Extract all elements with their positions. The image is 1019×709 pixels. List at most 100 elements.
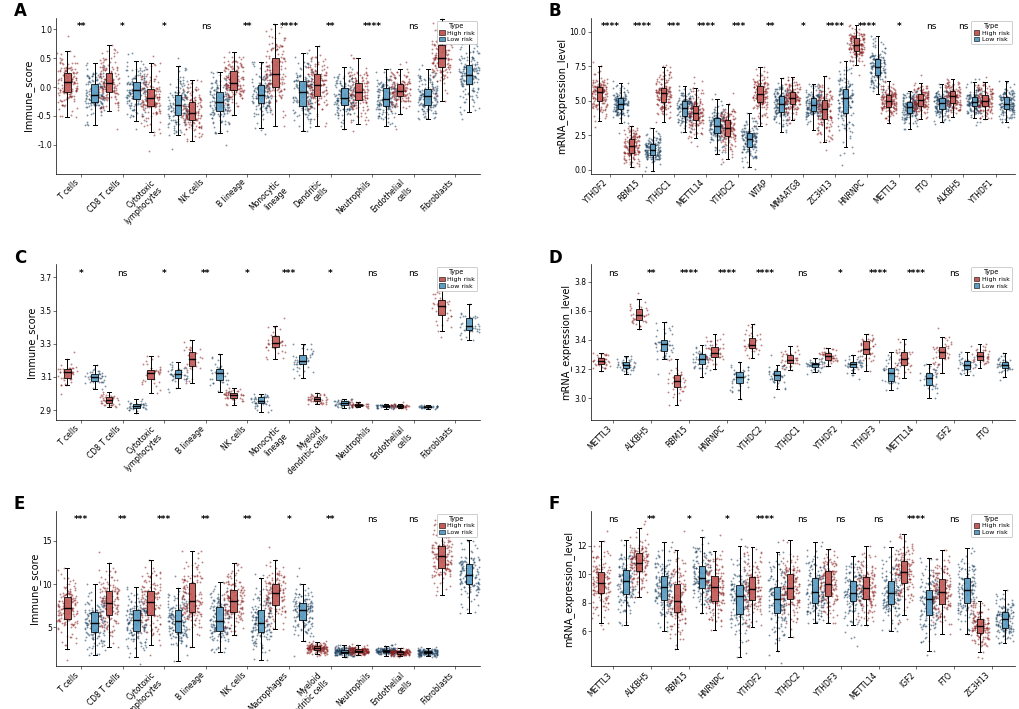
Point bbox=[150, 366, 166, 377]
Point bbox=[413, 84, 429, 96]
Point bbox=[218, 93, 234, 104]
Point bbox=[653, 108, 669, 119]
Text: *: * bbox=[452, 269, 458, 278]
Point bbox=[62, 362, 78, 374]
Point bbox=[55, 573, 71, 584]
Point bbox=[350, 399, 366, 411]
Point bbox=[958, 570, 974, 581]
Point bbox=[786, 347, 802, 358]
Point bbox=[863, 561, 879, 572]
Point bbox=[643, 152, 659, 163]
Point bbox=[812, 592, 828, 603]
Point bbox=[810, 93, 826, 104]
Point bbox=[825, 546, 842, 557]
Point bbox=[223, 566, 239, 577]
Point bbox=[342, 649, 359, 661]
Point bbox=[844, 41, 860, 52]
Point bbox=[441, 305, 458, 316]
Point bbox=[782, 86, 798, 97]
Point bbox=[633, 575, 649, 586]
Point bbox=[395, 84, 412, 95]
Point bbox=[352, 646, 368, 657]
Point bbox=[267, 605, 283, 617]
Point bbox=[383, 649, 399, 661]
Point bbox=[982, 90, 999, 101]
Point bbox=[743, 150, 759, 162]
Point bbox=[376, 641, 392, 652]
Point bbox=[247, 625, 263, 636]
Point bbox=[829, 103, 846, 114]
Point bbox=[856, 570, 872, 581]
Point bbox=[769, 558, 786, 569]
Point bbox=[77, 92, 94, 104]
Text: *: * bbox=[838, 269, 843, 278]
Point bbox=[142, 86, 158, 97]
Point bbox=[89, 81, 105, 92]
Point bbox=[810, 613, 826, 625]
Point bbox=[898, 559, 914, 571]
Point bbox=[741, 125, 757, 137]
Point bbox=[302, 605, 318, 617]
Point bbox=[373, 79, 389, 91]
Point bbox=[313, 644, 329, 655]
Point bbox=[838, 85, 854, 96]
Point bbox=[745, 129, 761, 140]
Point bbox=[81, 629, 97, 640]
Point bbox=[652, 104, 668, 115]
Point bbox=[437, 52, 453, 63]
Point bbox=[749, 110, 765, 121]
Point bbox=[853, 584, 869, 596]
Point bbox=[995, 347, 1011, 358]
Point bbox=[90, 69, 106, 80]
Point bbox=[616, 89, 633, 101]
Point bbox=[303, 646, 319, 657]
Point bbox=[728, 608, 744, 620]
Point bbox=[854, 50, 870, 61]
Point bbox=[216, 80, 232, 91]
Point bbox=[908, 102, 924, 113]
Point bbox=[987, 358, 1004, 369]
Point bbox=[978, 355, 995, 367]
Point bbox=[423, 401, 439, 412]
Point bbox=[715, 108, 732, 120]
Point bbox=[698, 583, 714, 594]
Point bbox=[109, 101, 125, 112]
Point bbox=[344, 96, 361, 108]
Point bbox=[707, 573, 723, 584]
Point bbox=[270, 75, 286, 86]
Point bbox=[766, 610, 783, 621]
Point bbox=[385, 82, 401, 93]
Point bbox=[825, 560, 842, 571]
Point bbox=[145, 588, 161, 600]
Point bbox=[810, 589, 826, 601]
Point bbox=[748, 80, 764, 91]
Point bbox=[712, 604, 729, 615]
Point bbox=[826, 565, 843, 576]
Point bbox=[335, 647, 352, 659]
Point bbox=[234, 65, 251, 76]
Point bbox=[249, 89, 265, 100]
Point bbox=[64, 596, 81, 608]
Point bbox=[814, 582, 830, 593]
Point bbox=[620, 118, 636, 129]
Point bbox=[460, 575, 476, 586]
Point bbox=[960, 97, 976, 108]
Point bbox=[264, 38, 280, 49]
Point bbox=[615, 146, 632, 157]
Point bbox=[893, 113, 909, 125]
Bar bbox=[693, 106, 698, 120]
Point bbox=[960, 584, 976, 595]
Point bbox=[379, 647, 395, 658]
Point bbox=[342, 646, 359, 657]
Point bbox=[702, 117, 718, 128]
Point bbox=[627, 147, 643, 158]
Point bbox=[815, 106, 832, 118]
Point bbox=[184, 576, 201, 587]
Point bbox=[901, 592, 917, 603]
Point bbox=[129, 603, 146, 615]
Point bbox=[424, 67, 440, 78]
Point bbox=[136, 598, 152, 610]
Point bbox=[843, 22, 859, 33]
Point bbox=[915, 371, 931, 382]
Point bbox=[689, 576, 705, 587]
